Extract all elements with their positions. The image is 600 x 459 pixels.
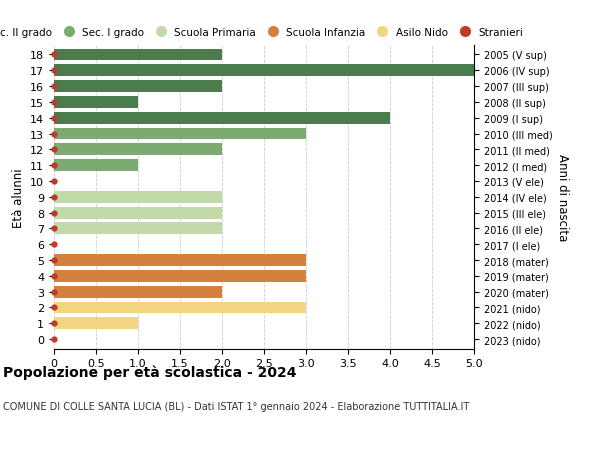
Bar [54,286,222,298]
Bar [54,255,306,266]
Bar [54,207,222,219]
Bar [54,97,138,109]
Bar [54,81,222,93]
Bar [54,191,222,203]
Bar [54,318,138,330]
Bar [54,65,474,77]
Bar [54,223,222,235]
Text: COMUNE DI COLLE SANTA LUCIA (BL) - Dati ISTAT 1° gennaio 2024 - Elaborazione TUT: COMUNE DI COLLE SANTA LUCIA (BL) - Dati … [3,402,469,412]
Y-axis label: Età alunni: Età alunni [11,168,25,227]
Bar [54,112,390,124]
Bar [54,144,222,156]
Text: Popolazione per età scolastica - 2024: Popolazione per età scolastica - 2024 [3,365,296,380]
Y-axis label: Anni di nascita: Anni di nascita [556,154,569,241]
Bar [54,302,306,314]
Bar [54,160,138,172]
Legend: Sec. II grado, Sec. I grado, Scuola Primaria, Scuola Infanzia, Asilo Nido, Stran: Sec. II grado, Sec. I grado, Scuola Prim… [0,28,523,38]
Bar [54,129,306,140]
Bar [54,270,306,282]
Bar [54,50,222,62]
